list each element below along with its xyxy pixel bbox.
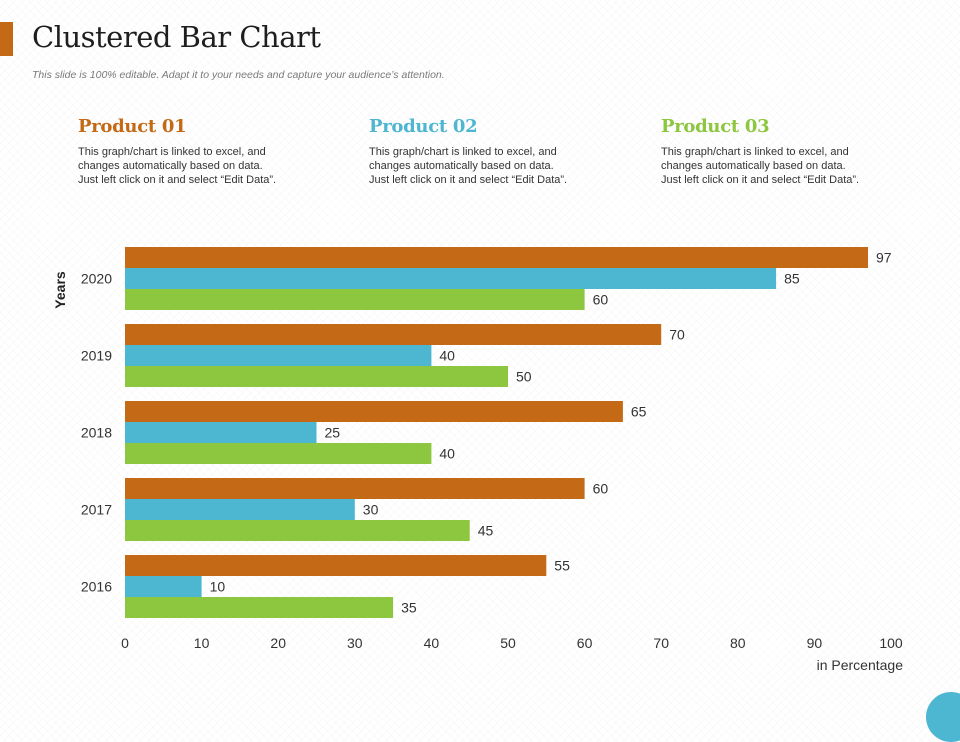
data-label: 40 [439, 348, 455, 364]
product-02-description: This graph/chart is linked to excel, and… [369, 145, 619, 187]
product-03-title: Product 03 [661, 116, 770, 137]
y-axis-title: Years [52, 271, 68, 309]
y-tick-label: 2016 [81, 579, 112, 595]
product-01-desc-line: This graph/chart is linked to excel, and [78, 146, 266, 158]
clustered-bar-chart: 97 85 60 2020 70 40 50 2019 65 25 40 2018 60 30 45 2017… [52, 247, 904, 673]
x-tick-label: 50 [500, 635, 516, 651]
product-03-desc-line: This graph/chart is linked to excel, and [661, 146, 849, 158]
data-label: 85 [784, 271, 800, 287]
product-03-desc-line: changes automatically based on data. [661, 160, 846, 172]
y-tick-label: 2018 [81, 425, 112, 441]
x-tick-label: 10 [194, 635, 210, 651]
data-label: 50 [516, 369, 532, 385]
x-tick-label: 100 [879, 635, 903, 651]
data-label: 25 [325, 425, 341, 441]
data-label: 10 [210, 579, 226, 595]
data-label: 35 [401, 600, 417, 616]
data-label: 40 [439, 446, 455, 462]
product-02-desc-line: This graph/chart is linked to excel, and [369, 146, 557, 158]
product-02-block: Product 02 This graph/chart is linked to… [369, 116, 619, 187]
y-tick-label: 2020 [81, 271, 112, 287]
x-tick-label: 70 [653, 635, 669, 651]
bar-2018-series-3 [125, 443, 432, 464]
product-03-desc-line: Just left click on it and select “Edit D… [661, 174, 860, 186]
data-label: 30 [363, 502, 379, 518]
x-axis-title: in Percentage [817, 657, 904, 673]
title-accent-bar [0, 22, 13, 56]
bar-2017-series-3 [125, 520, 470, 541]
data-label: 97 [876, 250, 892, 266]
product-01-desc-line: changes automatically based on data. [78, 160, 263, 172]
bar-2019-series-2 [125, 345, 432, 366]
data-label: 60 [593, 292, 609, 308]
product-02-title: Product 02 [369, 116, 478, 137]
x-tick-label: 20 [270, 635, 286, 651]
product-02-desc-line: changes automatically based on data. [369, 160, 554, 172]
page-title: Clustered Bar Chart [32, 20, 321, 54]
product-03-block: Product 03 This graph/chart is linked to… [661, 116, 911, 187]
bar-2016-series-1 [125, 555, 547, 576]
product-01-description: This graph/chart is linked to excel, and… [78, 145, 328, 187]
bar-2017-series-1 [125, 478, 585, 499]
bar-2020-series-3 [125, 289, 585, 310]
x-tick-label: 30 [347, 635, 363, 651]
data-label: 55 [554, 558, 570, 574]
bar-2019-series-3 [125, 366, 508, 387]
bar-2017-series-2 [125, 499, 355, 520]
product-03-description: This graph/chart is linked to excel, and… [661, 145, 911, 187]
data-label: 65 [631, 404, 647, 420]
product-01-desc-line: Just left click on it and select “Edit D… [78, 174, 277, 186]
data-label: 60 [593, 481, 609, 497]
data-label: 45 [478, 523, 494, 539]
bar-2020-series-1 [125, 247, 869, 268]
x-tick-label: 90 [807, 635, 823, 651]
y-tick-label: 2017 [81, 502, 112, 518]
page-subtitle: This slide is 100% editable. Adapt it to… [32, 69, 445, 81]
bar-2018-series-2 [125, 422, 317, 443]
product-01-title: Product 01 [78, 116, 187, 137]
x-tick-label: 40 [424, 635, 440, 651]
x-tick-label: 0 [121, 635, 129, 651]
x-tick-label: 80 [730, 635, 746, 651]
bar-2016-series-2 [125, 576, 202, 597]
bar-2019-series-1 [125, 324, 662, 345]
bar-2018-series-1 [125, 401, 623, 422]
bar-2020-series-2 [125, 268, 777, 289]
data-label: 70 [669, 327, 685, 343]
product-01-block: Product 01 This graph/chart is linked to… [78, 116, 328, 187]
product-02-desc-line: Just left click on it and select “Edit D… [369, 174, 568, 186]
x-tick-label: 60 [577, 635, 593, 651]
y-tick-label: 2019 [81, 348, 112, 364]
bar-2016-series-3 [125, 597, 394, 618]
